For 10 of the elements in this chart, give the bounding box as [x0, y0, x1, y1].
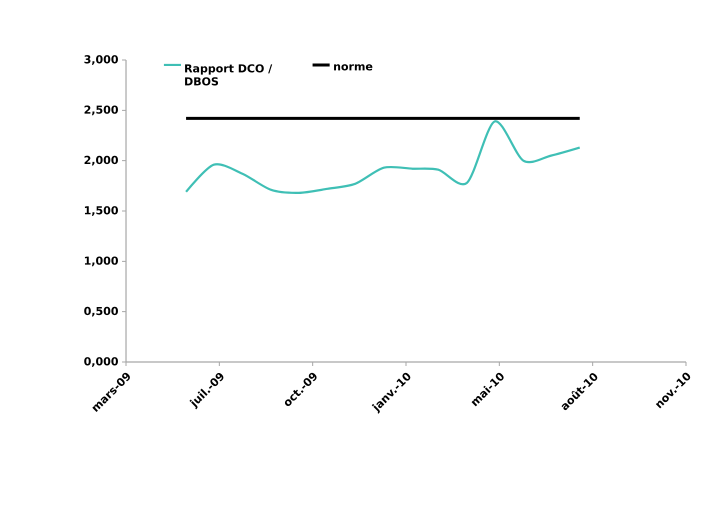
y-tick-label: 0,500	[84, 306, 118, 317]
y-tick-label: 0,000	[84, 357, 118, 367]
y-tick-label: 1,500	[84, 206, 118, 216]
y-tick-label: 2,500	[84, 105, 118, 116]
y-tick-label: 1,000	[84, 256, 118, 266]
legend-label: Rapport DCO / DBOS	[185, 64, 272, 86]
y-tick-label: 2,000	[84, 156, 118, 166]
y-tick-label: 3,000	[84, 55, 118, 65]
line-series	[184, 120, 581, 194]
legend-label: norme	[334, 64, 372, 71]
